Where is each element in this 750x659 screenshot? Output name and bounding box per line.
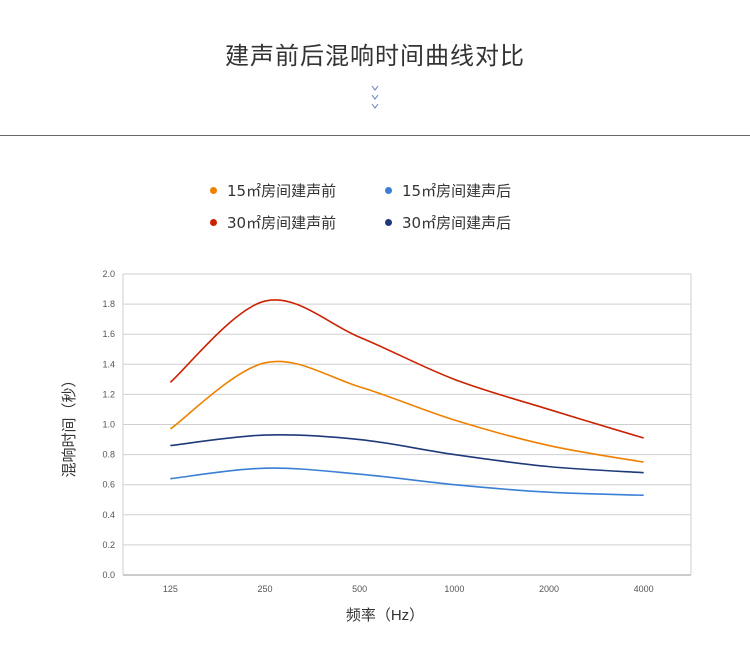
y-tick-label: 0.6 bbox=[102, 480, 115, 490]
x-tick-label: 4000 bbox=[634, 584, 654, 594]
x-tick-labels: 125 250 500 1000 2000 4000 bbox=[163, 584, 654, 594]
y-tick-label: 0.0 bbox=[102, 570, 115, 580]
y-tick-labels: 0.0 0.2 0.4 0.6 0.8 1.0 1.2 1.4 1.6 1.8 2.0 bbox=[102, 269, 115, 580]
series-line-3 bbox=[169, 299, 644, 439]
legend-label: 15㎡房间建声后 bbox=[402, 182, 512, 200]
y-tick-label: 1.6 bbox=[102, 329, 115, 339]
page-title: 建声前后混响时间曲线对比 bbox=[225, 42, 525, 70]
y-tick-label: 1.0 bbox=[102, 420, 115, 430]
x-tick-label: 125 bbox=[163, 584, 178, 594]
x-tick-label: 500 bbox=[352, 584, 367, 594]
y-tick-label: 2.0 bbox=[102, 269, 115, 279]
y-tick-label: 1.4 bbox=[102, 359, 115, 369]
x-tick-label: 1000 bbox=[444, 584, 464, 594]
legend-label: 30㎡房间建声前 bbox=[227, 214, 337, 232]
y-tick-label: 0.4 bbox=[102, 510, 115, 520]
legend-item: 15㎡房间建声后 bbox=[385, 180, 511, 201]
chevrons-down-icon bbox=[371, 85, 379, 109]
y-tick-label: 1.2 bbox=[102, 389, 115, 399]
legend-marker-icon bbox=[210, 219, 217, 226]
x-axis-label: 频率（Hz） bbox=[346, 607, 424, 624]
series-line-4 bbox=[170, 434, 644, 474]
legend-label: 15㎡房间建声前 bbox=[227, 182, 337, 200]
section-divider bbox=[0, 135, 750, 136]
grid-layer bbox=[122, 273, 692, 576]
x-tick-label: 2000 bbox=[539, 584, 559, 594]
series-line-1 bbox=[169, 360, 644, 463]
legend-item: 30㎡房间建声后 bbox=[385, 212, 511, 233]
legend-label: 30㎡房间建声后 bbox=[402, 214, 512, 232]
legend-marker-icon bbox=[210, 187, 217, 194]
y-tick-label: 1.8 bbox=[102, 299, 115, 309]
y-tick-label: 0.8 bbox=[102, 450, 115, 460]
x-tick-label: 250 bbox=[257, 584, 272, 594]
y-axis-label: 混响时间（秒） bbox=[61, 372, 78, 477]
y-tick-label: 0.2 bbox=[102, 540, 115, 550]
legend-item: 15㎡房间建声前 bbox=[210, 180, 336, 201]
legend-marker-icon bbox=[385, 187, 392, 194]
legend-item: 30㎡房间建声前 bbox=[210, 212, 336, 233]
series-line-2 bbox=[170, 467, 644, 497]
legend-marker-icon bbox=[385, 219, 392, 226]
series-layer bbox=[169, 299, 644, 497]
